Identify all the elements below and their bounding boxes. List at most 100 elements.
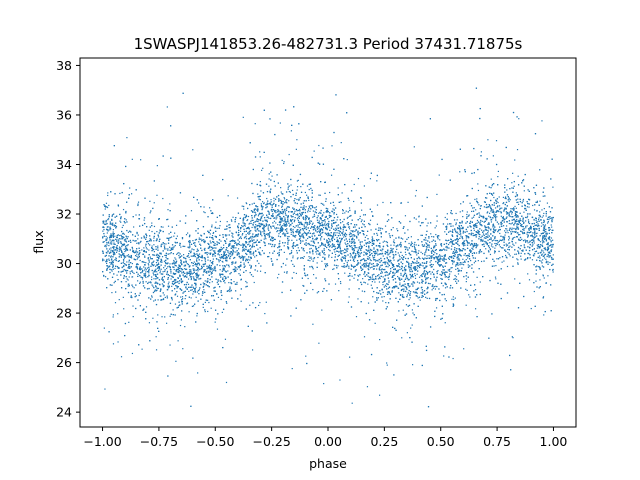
data-point <box>414 277 417 280</box>
data-point <box>316 253 318 255</box>
data-point <box>440 243 443 245</box>
data-point <box>448 276 450 278</box>
data-point <box>551 219 554 221</box>
data-point <box>343 262 345 265</box>
data-point <box>217 296 220 298</box>
data-point <box>446 245 448 248</box>
data-point <box>296 250 298 252</box>
data-point <box>396 248 398 250</box>
data-point <box>145 245 147 247</box>
data-point <box>338 290 340 292</box>
data-point <box>241 257 243 259</box>
data-point <box>188 243 191 245</box>
data-point <box>146 267 148 269</box>
data-point <box>144 256 146 258</box>
data-point <box>510 231 512 233</box>
data-point <box>245 216 247 218</box>
data-point <box>346 261 348 264</box>
data-point <box>148 264 150 266</box>
data-point <box>250 265 253 267</box>
data-point <box>526 231 528 233</box>
data-point <box>186 263 188 265</box>
data-point <box>230 219 233 221</box>
data-point <box>259 253 261 256</box>
data-point <box>494 226 496 228</box>
data-point <box>173 235 175 237</box>
data-point <box>513 185 515 187</box>
data-point <box>186 303 188 305</box>
data-point <box>480 151 482 153</box>
data-point <box>189 245 191 247</box>
data-point <box>203 241 205 243</box>
data-point <box>209 282 211 284</box>
data-point <box>374 259 376 261</box>
data-point <box>420 264 422 266</box>
data-point <box>457 233 459 235</box>
data-point <box>219 280 221 282</box>
data-point <box>514 205 516 208</box>
data-point <box>111 214 114 216</box>
data-point <box>334 253 337 256</box>
data-point <box>354 235 356 237</box>
data-point <box>444 282 446 284</box>
data-point <box>545 260 548 262</box>
data-point <box>180 246 182 248</box>
data-point <box>543 277 545 279</box>
data-point <box>259 230 261 232</box>
data-point <box>284 217 286 219</box>
data-point <box>509 228 511 230</box>
data-point <box>263 202 265 204</box>
data-point <box>159 229 161 231</box>
data-point <box>506 213 508 215</box>
data-point <box>480 251 483 253</box>
data-point <box>242 222 244 224</box>
data-point <box>245 241 248 244</box>
data-point <box>418 216 420 218</box>
data-point <box>428 244 430 246</box>
data-point <box>211 249 213 251</box>
data-point <box>399 266 401 268</box>
data-point <box>296 189 298 191</box>
data-point <box>219 225 221 227</box>
data-point <box>378 274 380 276</box>
data-point <box>229 226 231 229</box>
data-point <box>166 106 168 108</box>
data-point <box>119 247 121 249</box>
data-point <box>253 222 255 224</box>
data-point <box>539 169 541 171</box>
data-point <box>377 264 379 266</box>
data-point <box>318 220 320 222</box>
data-point <box>299 242 302 244</box>
data-point <box>211 281 213 283</box>
data-point <box>467 257 469 259</box>
data-point <box>314 239 316 241</box>
data-point <box>388 280 390 282</box>
data-point <box>478 236 480 238</box>
data-point <box>524 216 527 219</box>
data-point <box>283 271 286 273</box>
data-point <box>157 266 159 268</box>
data-point <box>248 233 250 235</box>
data-point <box>336 237 338 239</box>
data-point <box>418 257 420 259</box>
data-point <box>170 278 172 280</box>
data-point <box>417 262 419 264</box>
data-point <box>487 234 489 236</box>
data-point <box>159 272 161 274</box>
data-point <box>229 290 231 293</box>
data-point <box>220 280 222 283</box>
data-point <box>232 250 234 252</box>
data-point <box>222 277 224 279</box>
data-point <box>393 274 396 276</box>
data-point <box>248 231 250 233</box>
data-point <box>332 243 334 245</box>
data-point <box>431 289 433 291</box>
data-point <box>477 189 480 192</box>
data-point <box>164 246 166 249</box>
data-point <box>408 298 410 301</box>
data-point <box>298 232 300 234</box>
data-point <box>167 218 169 220</box>
data-point <box>542 296 545 298</box>
data-point <box>239 294 242 296</box>
data-point <box>251 238 253 240</box>
